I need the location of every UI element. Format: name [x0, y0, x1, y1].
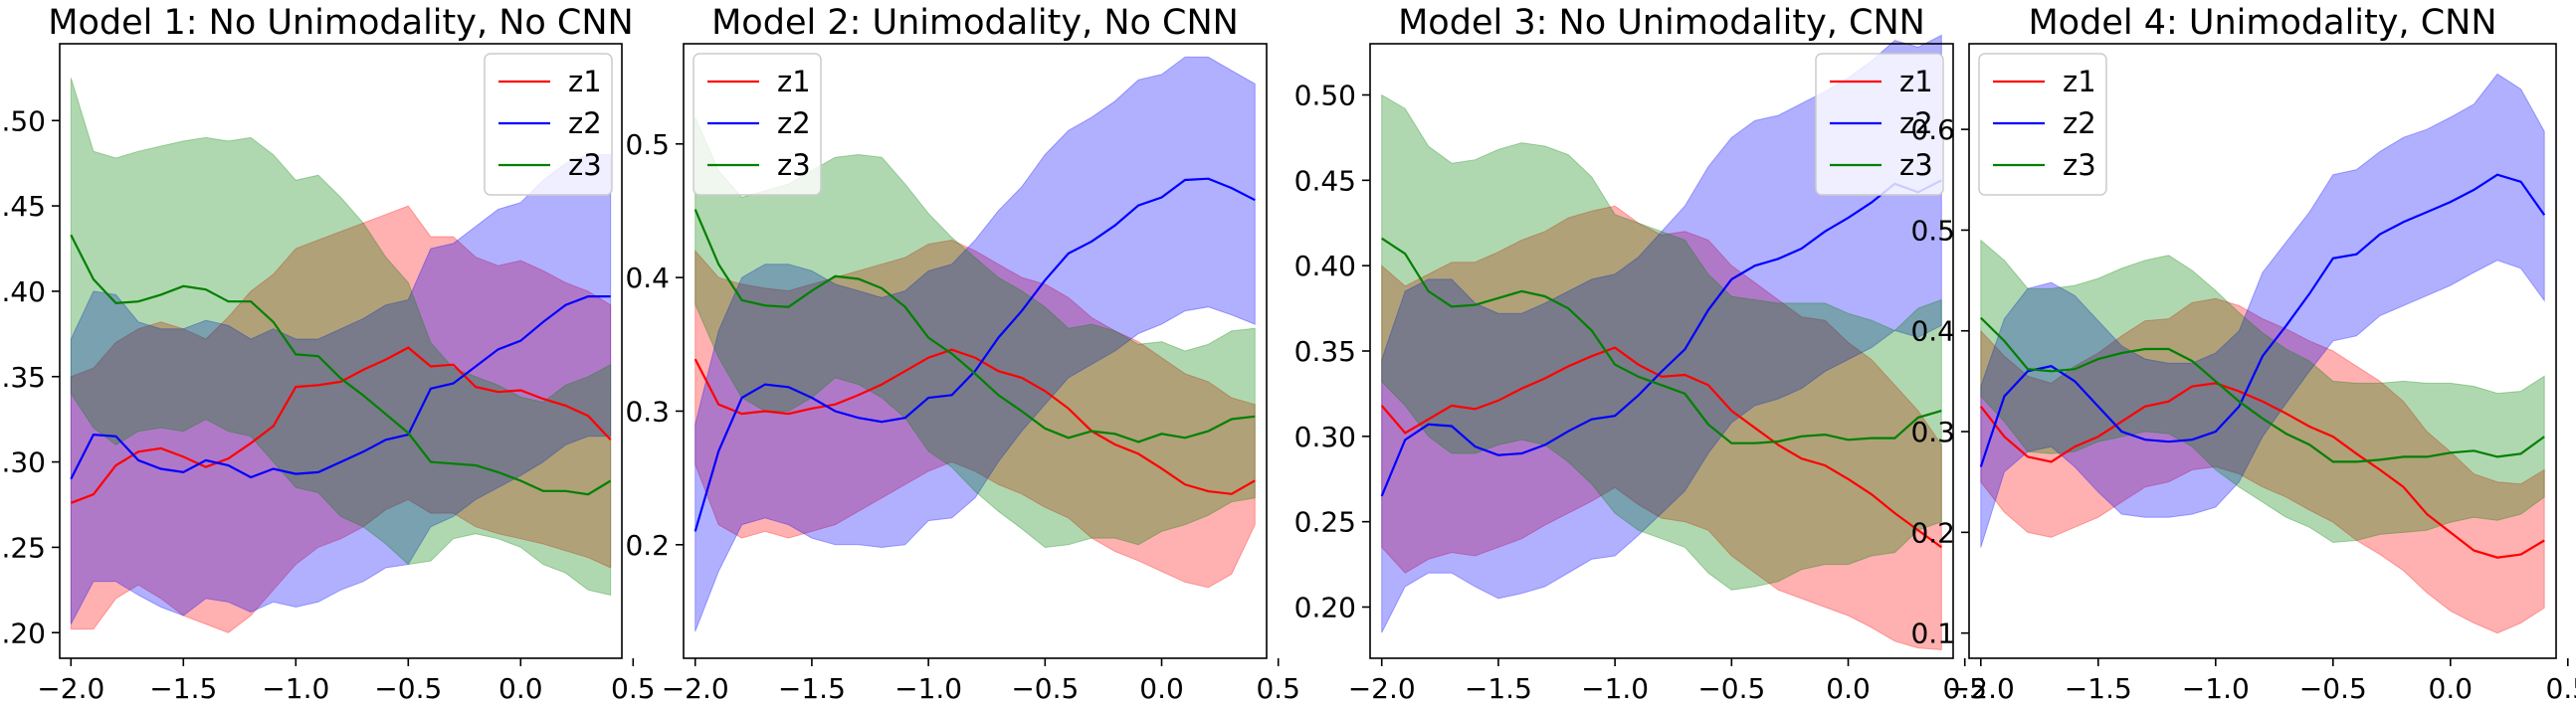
x-tick-label: −1.5 — [778, 672, 846, 704]
x-tick-label: −1.5 — [1465, 672, 1532, 704]
series-line-z1 — [1380, 346, 1942, 549]
y-tick-label: 0.50 — [0, 104, 46, 137]
y-tick-label: 0.40 — [0, 275, 46, 308]
y-tick-label: 0.20 — [0, 616, 46, 649]
y-tick-label: 0.25 — [0, 531, 46, 564]
y-tick-label: 0.1 — [1910, 617, 1955, 650]
chart-panel-3: Model 3: No Unimodality, CNN −2.0 −1.5 −1.0… — [1294, 3, 1987, 704]
x-tick-label: 0.5 — [1942, 672, 1987, 704]
series-line-z3 — [1980, 316, 2545, 463]
y-tick-label: 0.50 — [1294, 80, 1356, 112]
series-line-z2 — [1380, 179, 1942, 497]
y-tick-label: 0.3 — [1910, 416, 1955, 448]
y-tick-label: 0.4 — [625, 262, 670, 294]
y-tick-label: 0.2 — [1910, 516, 1955, 549]
series-line-z1 — [70, 346, 612, 504]
legend-label-z2: z2 — [568, 106, 602, 140]
x-tick-label: −0.5 — [1011, 672, 1079, 704]
legend: z1 z2 z3 — [484, 53, 613, 196]
confidence-band-z2 — [1381, 34, 1942, 633]
y-tick-label: 0.30 — [0, 446, 46, 479]
x-tick-label: −1.0 — [262, 672, 329, 704]
confidence-band-z2 — [1980, 73, 2545, 548]
chart-title: Model 3: No Unimodality, CNN — [1398, 3, 1925, 43]
chart-title: Model 4: Unimodality, CNN — [2028, 3, 2496, 43]
chart-title: Model 2: Unimodality, No CNN — [711, 3, 1239, 43]
x-tick-label: −2.0 — [1348, 672, 1416, 704]
y-tick-label: 0.5 — [625, 128, 670, 161]
chart-panel-4: Model 4: Unimodality, CNN −2.0 −1.5 −1.0 −0.… — [1910, 3, 2576, 704]
series-line-z2 — [1979, 173, 2546, 467]
chart-panel-2: Model 2: Unimodality, No CNN −2.0 −1.5 −1.0… — [625, 3, 1300, 704]
y-tick-label: 0.35 — [0, 361, 46, 394]
legend: z1 z2 z3 — [1815, 53, 1944, 196]
series-line-z3 — [1381, 237, 1942, 444]
legend-label-z1: z1 — [777, 65, 811, 98]
y-tick-label: 0.5 — [1910, 214, 1955, 247]
x-tick-label: 0.5 — [2546, 672, 2576, 704]
x-tick-label: −2.0 — [662, 672, 729, 704]
confidence-band-z1 — [70, 205, 612, 633]
x-tick-label: 0.5 — [1256, 672, 1300, 704]
series-line-z1 — [694, 348, 1256, 495]
y-tick-label: 0.45 — [1294, 164, 1356, 197]
series-line-z3 — [694, 209, 1256, 443]
legend-label-z2: z2 — [2063, 106, 2096, 140]
legend: z1 z2 z3 — [693, 53, 822, 196]
x-tick-label: −2.0 — [37, 672, 104, 704]
legend-label-z3: z3 — [2063, 148, 2096, 182]
legend-label-z1: z1 — [1899, 65, 1933, 98]
x-tick-label: −1.5 — [149, 672, 217, 704]
legend-label-z1: z1 — [568, 65, 602, 98]
legend: z1 z2 z3 — [1978, 53, 2107, 196]
legend-label-z2: z2 — [777, 106, 811, 140]
x-tick-label: 0.0 — [1826, 672, 1871, 704]
legend-label-z3: z3 — [568, 148, 602, 182]
y-tick-label: 0.20 — [1294, 592, 1356, 624]
y-tick-label: 0.4 — [1910, 315, 1955, 348]
x-tick-label: −1.0 — [1581, 672, 1649, 704]
legend-label-z3: z3 — [1899, 148, 1933, 182]
chart-panel-1: Model 1: No Unimodality, No CNN −2.0 −1.5 −… — [0, 3, 656, 704]
confidence-band-z1 — [1381, 205, 1942, 650]
confidence-band-z2 — [70, 154, 612, 624]
y-tick-label: 0.45 — [0, 190, 46, 223]
y-tick-label: 0.6 — [1910, 113, 1955, 146]
confidence-band-z1 — [1980, 297, 2545, 634]
series-line-z2 — [70, 295, 611, 480]
series-line-z2 — [694, 177, 1256, 532]
x-tick-label: 0.0 — [2429, 672, 2474, 704]
x-tick-label: −1.0 — [2182, 672, 2250, 704]
x-tick-label: 0.0 — [498, 672, 543, 704]
x-tick-label: −0.5 — [374, 672, 442, 704]
legend-label-z3: z3 — [777, 148, 811, 182]
y-tick-label: 0.2 — [625, 529, 670, 562]
x-tick-label: −1.5 — [2065, 672, 2132, 704]
legend-label-z1: z1 — [2063, 65, 2096, 98]
confidence-band-z1 — [694, 239, 1256, 589]
y-tick-label: 0.30 — [1294, 421, 1356, 453]
y-tick-label: 0.25 — [1294, 506, 1356, 539]
confidence-band-z3 — [1980, 239, 2545, 544]
axes-frame — [1968, 43, 2557, 659]
x-tick-label: −0.5 — [1697, 672, 1765, 704]
series-line-z1 — [1979, 382, 2545, 559]
x-tick-label: −0.5 — [2299, 672, 2367, 704]
x-tick-label: 0.0 — [1139, 672, 1184, 704]
x-tick-label: −2.0 — [1947, 672, 2015, 704]
confidence-band-z3 — [694, 116, 1256, 549]
x-tick-label: −1.0 — [894, 672, 962, 704]
series-line-z3 — [70, 234, 612, 496]
y-tick-label: 0.35 — [1294, 335, 1356, 368]
y-tick-label: 0.3 — [625, 395, 670, 428]
chart-title: Model 1: No Unimodality, No CNN — [48, 3, 633, 43]
x-tick-label: 0.5 — [611, 672, 656, 704]
legend-label-z2: z2 — [1899, 106, 1933, 140]
confidence-band-z3 — [1381, 93, 1942, 591]
axes-frame — [59, 43, 623, 659]
y-tick-label: 0.40 — [1294, 250, 1356, 282]
axes-frame — [683, 43, 1268, 659]
